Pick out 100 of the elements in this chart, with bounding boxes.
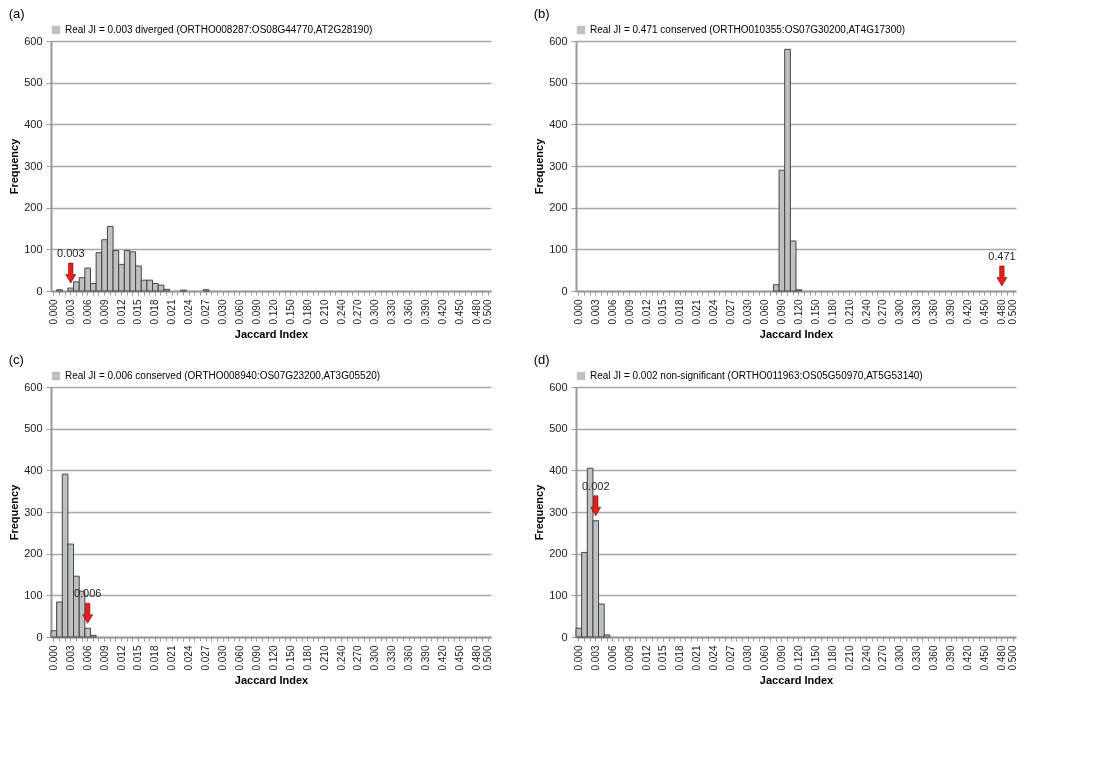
x-tick-label: 0.012 (115, 645, 127, 671)
y-tick-label: 200 (549, 201, 568, 214)
x-tick-label: 0.009 (623, 645, 635, 671)
y-tick-label: 500 (549, 76, 568, 89)
x-tick-label: 0.500 (482, 645, 494, 671)
y-tick-label: 200 (549, 547, 568, 560)
x-tick-label: 0.000 (47, 645, 59, 671)
x-tick-label: 0.210 (318, 299, 330, 325)
x-tick-label: 0.090 (250, 299, 262, 325)
x-tick-label: 0.240 (860, 645, 872, 671)
x-tick-label: 0.180 (826, 299, 838, 325)
y-tick-label: 500 (549, 422, 568, 435)
x-tick-label: 0.003 (64, 645, 76, 671)
x-tick-label: 0.027 (725, 299, 737, 325)
legend-label: Real JI = 0.002 non-significant (ORTHO011963:OS05G50970,AT5G53140) (590, 370, 923, 381)
x-tick-label: 0.500 (482, 299, 494, 325)
y-tick-label: 200 (24, 201, 43, 214)
x-tick-label: 0.480 (995, 299, 1007, 325)
x-tick-label: 0.012 (640, 299, 652, 325)
x-tick-label: 0.240 (335, 645, 347, 671)
x-axis-title: Jaccard Index (234, 327, 310, 340)
x-tick-label: 0.090 (775, 645, 787, 671)
x-tick-label: 0.150 (809, 299, 821, 325)
x-tick-label: 0.180 (301, 645, 313, 671)
x-axis-title: Jaccard Index (759, 327, 835, 340)
x-tick-label: 0.450 (978, 645, 990, 671)
x-tick-label: 0.027 (725, 645, 737, 671)
legend-label: Real JI = 0.003 diverged (ORTHO008287:OS08G44770,AT2G28190) (65, 24, 373, 35)
y-tick-label: 500 (24, 76, 43, 89)
x-tick-label: 0.330 (911, 645, 923, 671)
chart-title: (c) (8, 352, 24, 367)
x-tick-label: 0.300 (894, 645, 906, 671)
x-tick-label: 0.210 (843, 645, 855, 671)
x-tick-label: 0.027 (200, 299, 212, 325)
x-tick-label: 0.018 (149, 645, 161, 671)
x-tick-label: 0.120 (267, 645, 279, 671)
y-axis-title: Frequency (533, 137, 546, 195)
x-tick-label: 0.390 (420, 299, 432, 325)
x-tick-label: 0.360 (928, 299, 940, 325)
x-tick-label: 0.006 (606, 645, 618, 671)
x-tick-label: 0.003 (589, 645, 601, 671)
x-tick-label: 0.006 (606, 299, 618, 325)
x-tick-label: 0.210 (318, 645, 330, 671)
chart-title: (d) (533, 352, 550, 367)
x-axis-title: Jaccard Index (759, 673, 835, 686)
x-tick-label: 0.330 (911, 299, 923, 325)
y-tick-label: 400 (549, 117, 568, 130)
x-tick-label: 0.012 (115, 299, 127, 325)
x-tick-label: 0.300 (369, 645, 381, 671)
x-tick-label: 0.450 (453, 645, 465, 671)
x-tick-label: 0.270 (352, 645, 364, 671)
x-tick-label: 0.450 (978, 299, 990, 325)
x-tick-label: 0.480 (470, 645, 482, 671)
annotation: 0.003 (56, 247, 85, 260)
chart-title: (a) (8, 6, 25, 21)
x-tick-label: 0.360 (403, 645, 415, 671)
x-tick-label: 0.060 (758, 645, 770, 671)
chart-title: (b) (533, 6, 550, 21)
x-tick-label: 0.024 (708, 299, 720, 325)
y-tick-label: 100 (24, 588, 43, 601)
y-tick-label: 600 (549, 34, 568, 47)
y-axis-title: Frequency (533, 483, 546, 541)
x-tick-label: 0.024 (708, 645, 720, 671)
x-tick-label: 0.500 (1007, 645, 1019, 671)
x-tick-label: 0.021 (166, 645, 178, 671)
x-tick-label: 0.021 (691, 299, 703, 325)
y-tick-label: 300 (549, 159, 568, 172)
x-tick-label: 0.150 (284, 645, 296, 671)
y-tick-label: 0 (36, 630, 43, 643)
x-tick-label: 0.240 (860, 299, 872, 325)
x-tick-label: 0.120 (267, 299, 279, 325)
x-tick-label: 0.024 (183, 645, 195, 671)
x-tick-label: 0.018 (674, 299, 686, 325)
y-tick-label: 400 (24, 463, 43, 476)
x-tick-label: 0.090 (250, 645, 262, 671)
y-tick-label: 500 (24, 422, 43, 435)
x-tick-label: 0.390 (945, 299, 957, 325)
x-tick-label: 0.420 (962, 299, 974, 325)
legend-label: Real JI = 0.471 conserved (ORTHO010355:OS07G30200,AT4G17300) (590, 24, 906, 35)
x-tick-label: 0.015 (132, 645, 144, 671)
y-tick-label: 600 (549, 380, 568, 393)
x-tick-label: 0.060 (233, 299, 245, 325)
y-axis-title: Frequency (8, 137, 21, 195)
x-tick-label: 0.150 (284, 299, 296, 325)
y-tick-label: 300 (549, 505, 568, 518)
x-axis-title: Jaccard Index (234, 673, 310, 686)
x-tick-label: 0.015 (657, 645, 669, 671)
x-tick-label: 0.015 (132, 299, 144, 325)
x-tick-label: 0.018 (149, 299, 161, 325)
x-tick-label: 0.180 (301, 299, 313, 325)
x-tick-label: 0.270 (877, 299, 889, 325)
y-tick-label: 300 (24, 505, 43, 518)
y-tick-label: 600 (24, 34, 43, 47)
x-tick-label: 0.090 (775, 299, 787, 325)
y-tick-label: 200 (24, 547, 43, 560)
x-tick-label: 0.500 (1007, 299, 1019, 325)
x-tick-label: 0.120 (792, 645, 804, 671)
x-tick-label: 0.360 (403, 299, 415, 325)
y-tick-label: 100 (549, 588, 568, 601)
y-tick-label: 0 (36, 284, 43, 297)
